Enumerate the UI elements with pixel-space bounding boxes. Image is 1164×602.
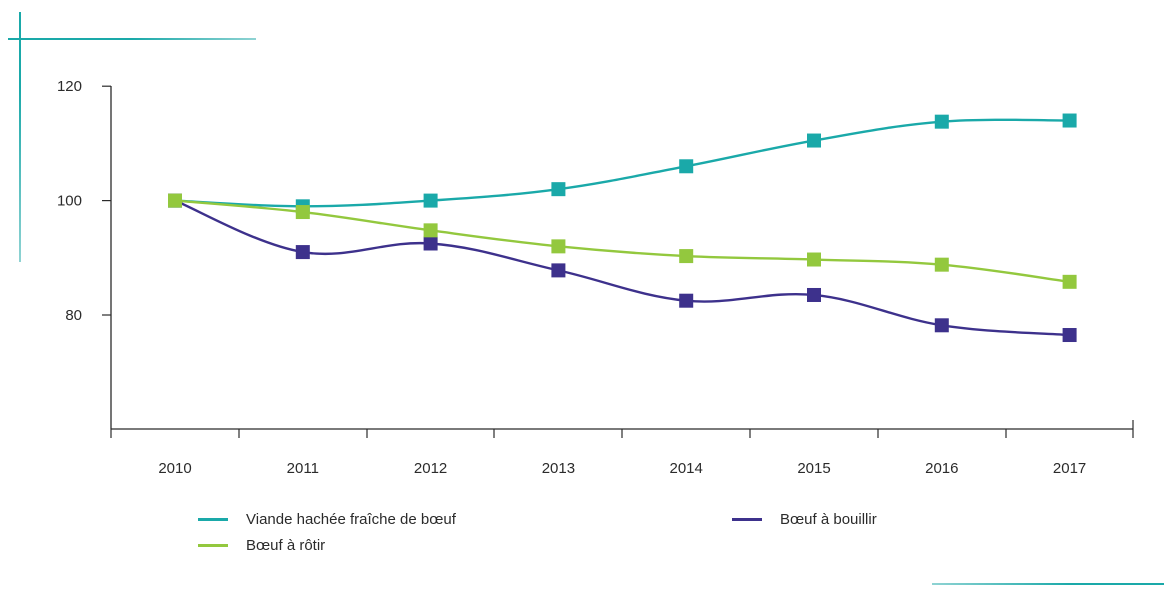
data-point-marker: [1062, 328, 1077, 343]
x-tick-label: 2017: [1053, 460, 1086, 477]
data-point-marker: [551, 182, 566, 197]
data-point-marker: [934, 318, 949, 333]
legend-label: Bœuf à bouillir: [780, 511, 877, 528]
data-point-marker: [1062, 113, 1077, 128]
top-left-vertical-rule: [19, 12, 21, 262]
series-3: [168, 193, 1077, 289]
y-tick-label: 80: [65, 307, 82, 324]
series-2: [168, 193, 1077, 343]
legend-swatch: [198, 518, 228, 521]
bottom-right-horizontal-rule: [932, 583, 1164, 585]
data-point-marker: [934, 257, 949, 272]
x-tick-label: 2010: [158, 460, 191, 477]
series-layer: [168, 113, 1077, 343]
data-point-marker: [1062, 274, 1077, 289]
legend-item-boeuf-a-rotir: Bœuf à rôtir: [198, 537, 325, 554]
y-tick-label: 100: [57, 193, 82, 210]
data-point-marker: [551, 263, 566, 278]
data-point-marker: [295, 245, 310, 260]
series-line: [174, 199, 1070, 337]
legend-swatch: [198, 544, 228, 547]
data-point-marker: [679, 293, 694, 308]
data-point-marker: [807, 287, 821, 302]
axes: [110, 86, 1133, 430]
x-tick-label: 2015: [797, 460, 830, 477]
legend-label: Viande hachée fraîche de bœuf: [246, 511, 456, 528]
data-point-marker: [679, 159, 694, 174]
series-line: [174, 118, 1070, 208]
data-point-marker: [423, 236, 438, 251]
data-point-marker: [934, 114, 949, 129]
data-point-marker: [807, 252, 821, 267]
data-point-marker: [168, 193, 182, 208]
x-ticks: 2010 2011 2012 2013 2014 2015 2016 2017: [110, 420, 1134, 477]
x-tick-label: 2012: [414, 460, 447, 477]
x-tick-label: 2013: [542, 460, 575, 477]
x-tick-label: 2011: [287, 460, 319, 477]
data-point-marker: [423, 193, 438, 208]
series-1: [168, 113, 1077, 214]
data-point-marker: [551, 239, 566, 254]
data-point-marker: [679, 249, 694, 264]
top-left-horizontal-rule: [8, 38, 256, 40]
legend-item-boeuf-a-bouillir: Bœuf à bouillir: [732, 511, 877, 528]
data-point-marker: [423, 223, 438, 238]
x-tick-label: 2014: [670, 460, 703, 477]
series-line: [174, 199, 1070, 284]
legend-label: Bœuf à rôtir: [246, 537, 326, 554]
data-point-marker: [295, 205, 310, 220]
legend-swatch: [732, 518, 762, 521]
data-point-marker: [807, 133, 821, 148]
x-tick-label: 2016: [925, 460, 958, 477]
y-tick-label: 120: [57, 78, 82, 95]
legend-item-viande-hachee: Viande hachée fraîche de bœuf: [198, 511, 456, 528]
y-ticks: 80 100 120: [57, 78, 111, 324]
